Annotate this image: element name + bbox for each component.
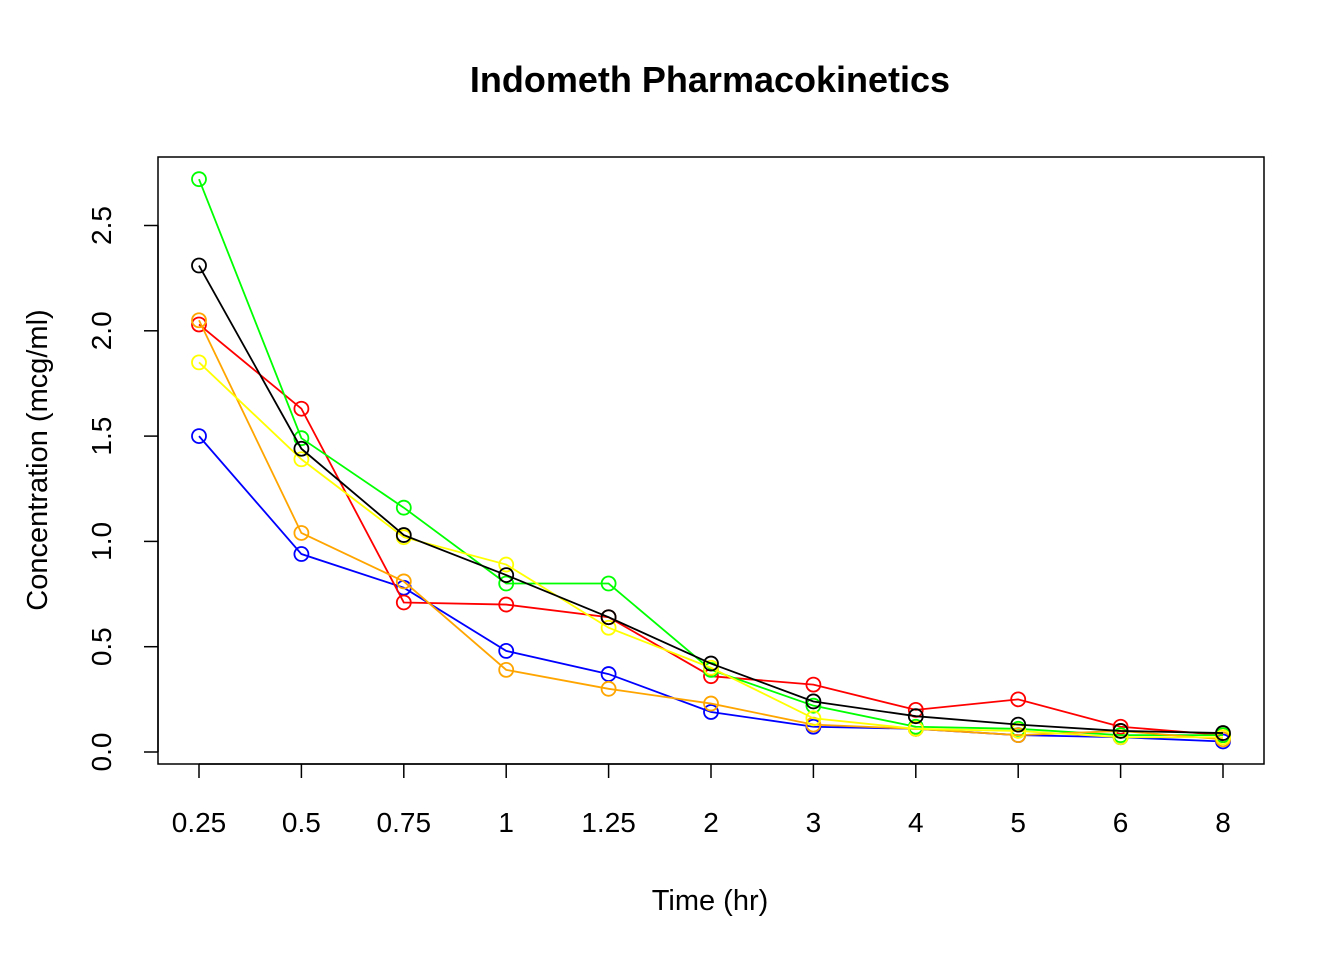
data-point <box>1215 725 1231 741</box>
x-tick-label: 3 <box>806 807 822 838</box>
data-point <box>293 451 310 468</box>
x-tick-label: 6 <box>1113 807 1129 838</box>
data-point <box>395 594 412 611</box>
x-tick-label: 1.25 <box>581 807 636 838</box>
series-line <box>198 361 1223 739</box>
data-point <box>1112 723 1129 739</box>
x-tick-label: 0.5 <box>282 807 321 838</box>
data-point <box>600 609 617 626</box>
data-point <box>805 710 822 727</box>
data-point <box>191 316 207 333</box>
data-point <box>703 695 719 712</box>
series-line <box>198 178 1223 737</box>
data-point <box>600 575 617 592</box>
data-point <box>498 567 515 583</box>
data-point <box>191 257 207 274</box>
data-point <box>191 171 207 188</box>
y-tick-label: 2.5 <box>86 206 117 245</box>
series-line <box>198 435 1224 743</box>
data-point <box>703 655 719 672</box>
data-point <box>293 546 310 562</box>
data-point <box>293 400 310 417</box>
data-point <box>1112 718 1129 735</box>
x-tick-label: 4 <box>908 807 924 838</box>
x-axis-label: Time (hr) <box>652 885 769 917</box>
x-tick-label: 1 <box>498 807 514 838</box>
series-6 <box>191 257 1231 741</box>
data-point <box>395 527 412 543</box>
x-tick-label: 0.75 <box>377 807 432 838</box>
data-point <box>805 697 822 714</box>
data-point <box>498 556 515 573</box>
series-4 <box>191 312 1231 748</box>
data-point <box>191 428 207 445</box>
data-point <box>498 596 515 613</box>
y-tick-label: 0.0 <box>86 733 117 772</box>
data-point <box>907 708 924 725</box>
data-point <box>1010 727 1027 744</box>
x-tick-label: 2 <box>703 807 719 838</box>
y-tick-label: 0.5 <box>86 627 117 666</box>
plot-area: 0.25 0.5 0.75 1 1.25 2 3 4 5 6 8 0.0 0.5 1.0 1.5 2.0 2.5 <box>86 156 1265 838</box>
y-tick-label: 1.5 <box>86 417 117 456</box>
data-point <box>395 499 412 516</box>
data-point <box>1010 716 1027 733</box>
data-point <box>805 693 822 710</box>
data-point <box>703 704 719 720</box>
series-line <box>198 265 1224 734</box>
y-tick-label: 1.0 <box>86 522 117 561</box>
y-tick-label: 2.0 <box>86 311 117 350</box>
series-5 <box>191 354 1231 746</box>
data-point <box>907 720 924 737</box>
series-2 <box>191 316 1231 744</box>
data-point <box>1010 691 1027 708</box>
data-point <box>1215 729 1231 746</box>
data-point <box>498 575 515 592</box>
series-line <box>198 323 1224 737</box>
data-point <box>293 430 310 447</box>
data-point <box>191 312 207 329</box>
data-point <box>293 525 310 541</box>
series-1 <box>191 428 1231 750</box>
x-tick-label: 5 <box>1010 807 1026 838</box>
data-point <box>498 661 515 678</box>
y-axis-label: Concentration (mcg/ml) <box>22 309 54 610</box>
data-point <box>293 440 310 457</box>
x-tick-label: 0.25 <box>172 807 227 838</box>
data-point <box>191 354 207 371</box>
data-point <box>805 676 822 693</box>
data-point <box>395 573 412 590</box>
plot-frame <box>157 156 1265 765</box>
data-point <box>703 659 719 676</box>
chart-title: Indometh Pharmacokinetics <box>470 59 950 100</box>
data-point <box>600 680 617 697</box>
data-point <box>498 643 515 659</box>
x-tick-label: 8 <box>1215 807 1231 838</box>
data-point <box>600 619 617 636</box>
